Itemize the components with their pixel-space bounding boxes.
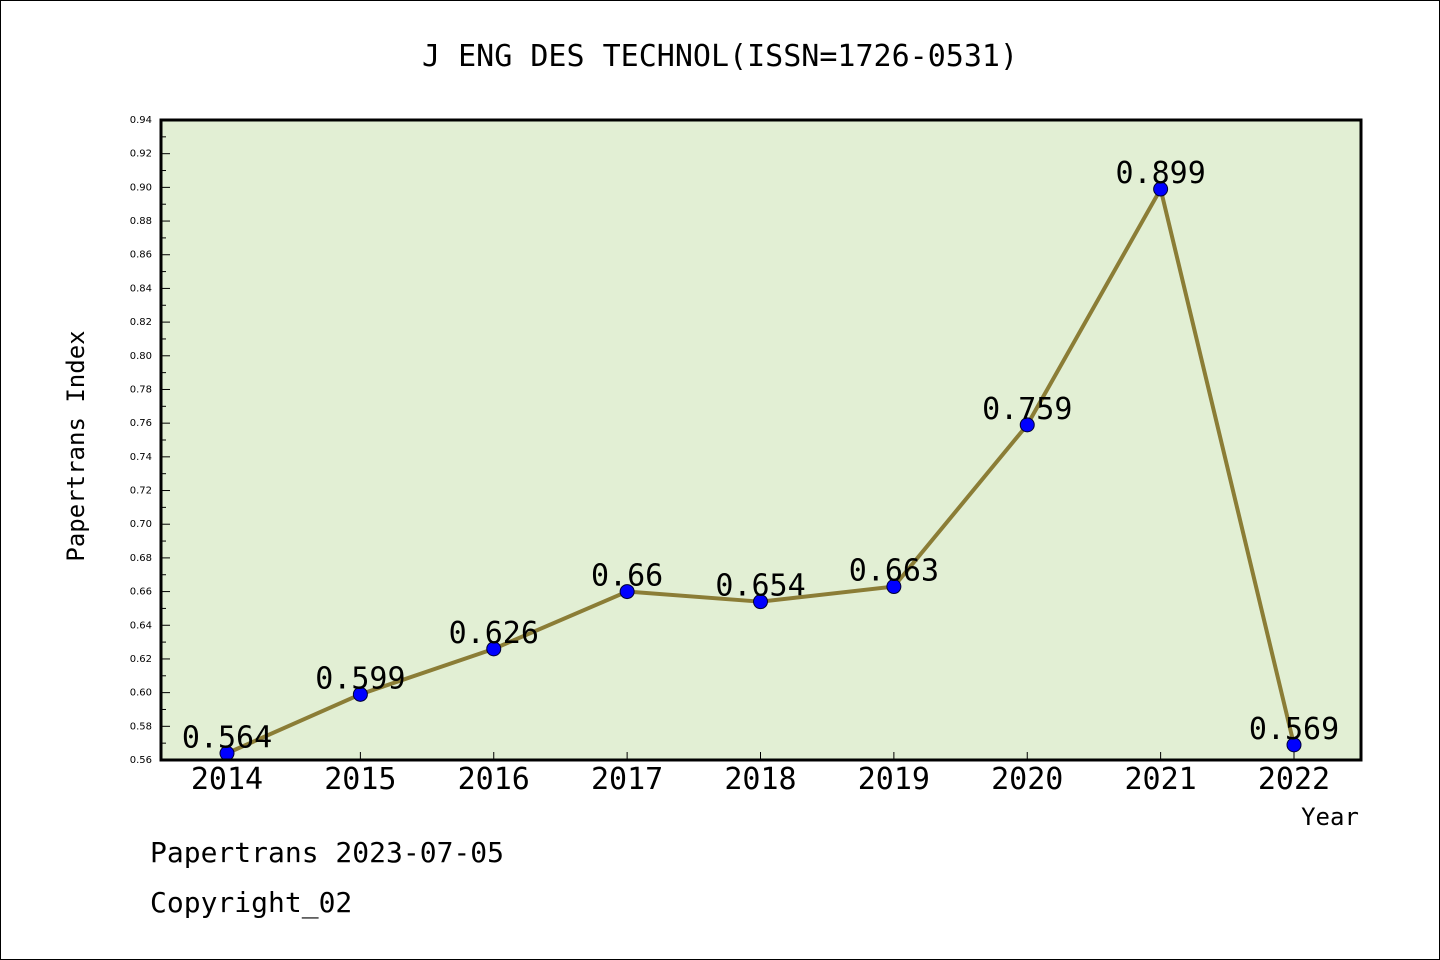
y-tick-label: 0.62	[130, 654, 152, 665]
y-tick-label: 0.72	[130, 486, 152, 497]
x-tick-label: 2017	[591, 762, 663, 797]
y-tick-label: 0.86	[130, 250, 152, 261]
footer-copyright: Copyright_02	[150, 886, 353, 919]
x-tick-label: 2019	[858, 762, 930, 797]
y-tick-label: 0.76	[130, 418, 152, 429]
y-tick-label: 0.84	[130, 283, 152, 294]
x-axis: 2014 2015 2016 2017 2018 2019 2020 2021 2022	[191, 752, 1330, 797]
y-tick-label: 0.82	[130, 317, 152, 328]
x-tick-label: 2021	[1125, 762, 1197, 797]
y-tick-label: 0.58	[130, 721, 152, 732]
y-tick-label: 0.94	[130, 115, 152, 126]
y-axis: 0.56 0.58 0.60 0.62 0.64 0.66 0.68 0.70 0.72 0.74…	[130, 115, 170, 766]
data-label: 0.569	[1249, 712, 1339, 747]
data-point	[753, 594, 768, 610]
x-tick-label: 2015	[324, 762, 396, 797]
y-tick-label: 0.74	[130, 452, 152, 463]
y-tick-label: 0.70	[130, 519, 152, 530]
y-tick-label: 0.80	[130, 351, 152, 362]
data-label: 0.654	[715, 569, 805, 604]
y-tick-label: 0.90	[130, 182, 152, 193]
y-axis-label: Papertrans Index	[62, 330, 90, 561]
y-tick-label: 0.92	[130, 149, 152, 160]
data-label: 0.66	[591, 559, 663, 594]
x-tick-label: 2014	[191, 762, 263, 797]
data-point	[1286, 737, 1302, 753]
data-label: 0.759	[982, 392, 1072, 427]
footer-date: Papertrans 2023-07-05	[150, 836, 505, 869]
series-group	[219, 181, 1302, 761]
plot-border	[159, 118, 1363, 762]
data-label: 0.663	[849, 554, 939, 589]
data-point	[352, 686, 368, 702]
data-point	[486, 641, 502, 657]
y-tick-label: 0.88	[130, 216, 152, 227]
data-label: 0.626	[449, 616, 539, 651]
x-tick-label: 2020	[991, 762, 1063, 797]
y-tick-label: 0.68	[130, 553, 152, 564]
data-point	[1153, 181, 1169, 197]
data-labels-group: 0.564 0.599 0.626 0.66 0.654 0.663 0.759 0.899 0…	[182, 156, 1339, 755]
x-tick-label: 2016	[458, 762, 530, 797]
y-tick-label: 0.64	[130, 620, 152, 631]
y-tick-label: 0.60	[130, 688, 152, 699]
x-tick-label: 2018	[724, 762, 796, 797]
chart-title: J ENG DES TECHNOL(ISSN=1726-0531)	[422, 39, 1018, 74]
data-label: 0.899	[1115, 156, 1205, 191]
y-tick-label: 0.78	[130, 384, 152, 395]
y-tick-label: 0.56	[130, 755, 152, 766]
plot-area	[161, 120, 1361, 760]
x-tick-label: 2022	[1258, 762, 1330, 797]
x-axis-label: Year	[1301, 803, 1359, 831]
data-point	[619, 584, 635, 600]
data-label: 0.599	[315, 661, 405, 696]
y-tick-label: 0.66	[130, 587, 152, 598]
data-point	[1019, 417, 1035, 433]
data-point	[886, 579, 902, 595]
data-label: 0.564	[182, 720, 272, 755]
